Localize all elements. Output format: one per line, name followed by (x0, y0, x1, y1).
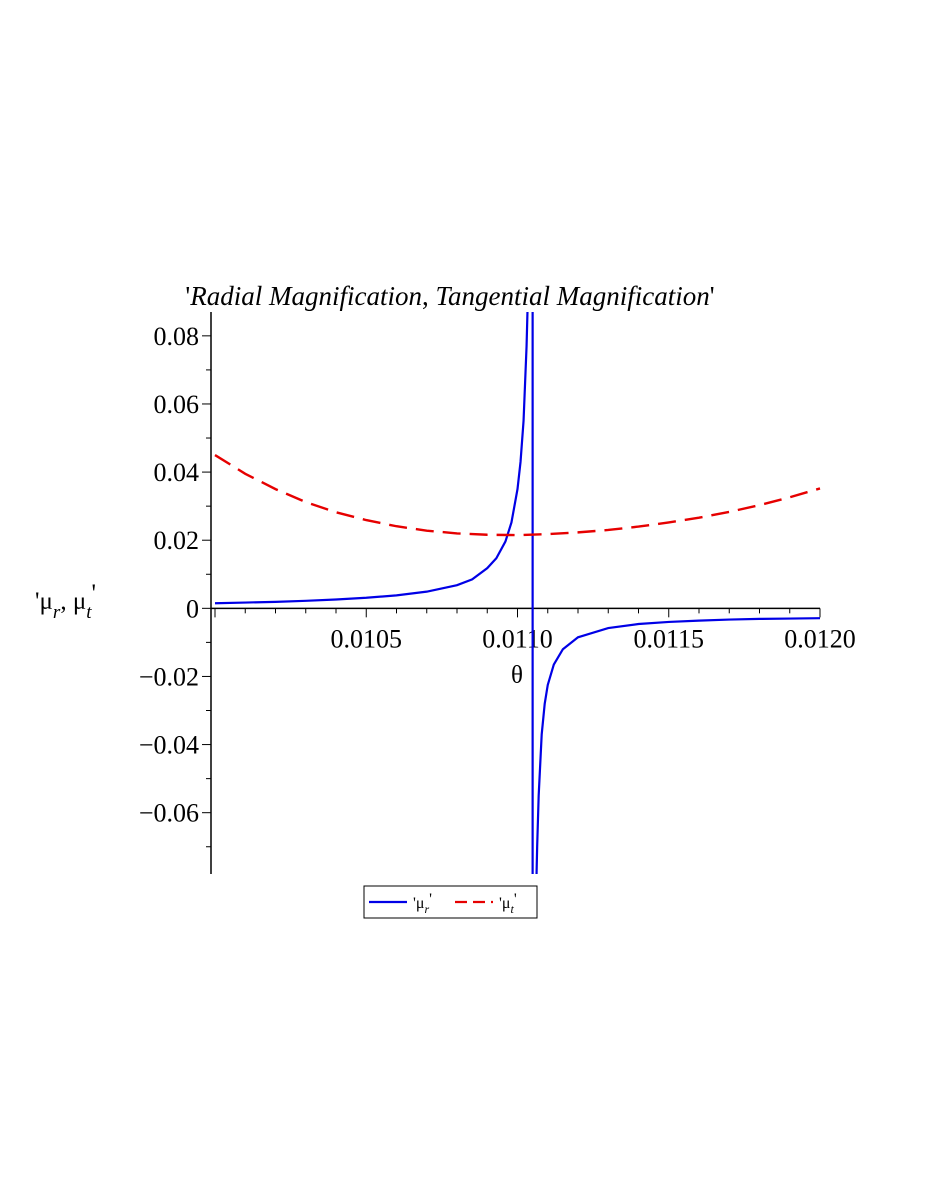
y-axis-label: 'μr, μt' (35, 580, 96, 623)
y-tick-label: 0.06 (154, 390, 200, 419)
y-axis-ticks: 0.08 0.06 0.04 0.02 0 −0.02 −0.04 −0.06 (139, 322, 211, 848)
y-label-part: , (60, 588, 73, 615)
y-tick-label: 0 (186, 594, 199, 623)
legend-box (363, 885, 538, 919)
y-tick-label: 0.02 (154, 526, 200, 555)
chart-title: 'Radial Magnification, Tangential Magnif… (185, 281, 714, 311)
series-mu-t-line (214, 454, 821, 537)
legend-label: 'μt' (499, 891, 517, 916)
axes (210, 312, 820, 874)
title-part: Tangential Magnification (435, 281, 709, 311)
x-tick-label: 0.0110 (482, 624, 553, 653)
y-label-part: ' (35, 588, 40, 615)
x-tick-label: 0.0115 (633, 624, 704, 653)
title-part: , (422, 281, 436, 311)
y-label-text: 'μr, μt' (35, 580, 96, 623)
legend: 'μr' 'μt' (363, 885, 538, 919)
y-label-part: t (86, 602, 92, 623)
y-tick-label: −0.04 (139, 731, 199, 760)
x-tick-label: 0.0105 (331, 624, 403, 653)
y-label-part: r (53, 602, 61, 623)
y-label-part: ' (92, 580, 97, 607)
y-tick-label: 0.08 (154, 322, 200, 351)
title-part: Radial Magnification (189, 281, 422, 311)
series-mu-r-right-branch (535, 617, 821, 874)
y-tick-label: −0.02 (139, 662, 199, 691)
legend-label: 'μr' (413, 891, 432, 916)
x-axis-ticks: 0.0105 0.0110 0.0115 0.0120 (214, 608, 856, 653)
title-part: ' (185, 281, 190, 311)
x-axis-label: θ (511, 662, 523, 689)
title-part: ' (710, 281, 715, 311)
y-label-part: μ (73, 588, 86, 615)
y-tick-label: −0.06 (139, 799, 199, 828)
series-layer (214, 312, 821, 874)
x-tick-label: 0.0120 (784, 624, 856, 653)
series-mu-r-left-branch (214, 312, 529, 605)
y-tick-label: 0.04 (154, 458, 200, 487)
y-label-part: μ (40, 588, 53, 615)
